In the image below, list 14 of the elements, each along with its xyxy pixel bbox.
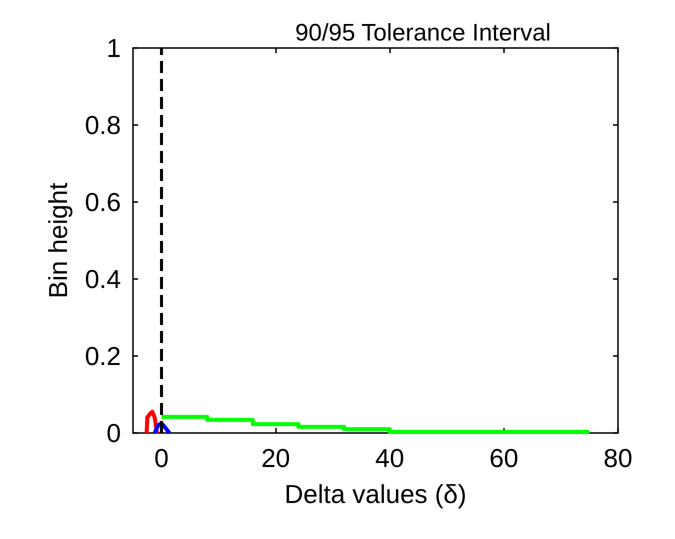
chart-title: 90/95 Tolerance Interval bbox=[295, 20, 551, 46]
x-tick-label: 20 bbox=[261, 443, 290, 473]
y-axis-title: Bin height bbox=[43, 182, 73, 298]
y-tick-label: 0.2 bbox=[84, 341, 121, 371]
x-axis-title: Delta values (δ) bbox=[284, 479, 467, 509]
y-tick-label: 0.4 bbox=[84, 264, 121, 294]
x-tick-label: 80 bbox=[604, 443, 632, 473]
y-tick-label: 0 bbox=[106, 418, 121, 448]
y-tick-label: 0.6 bbox=[84, 187, 121, 217]
y-tick-label: 1 bbox=[106, 33, 121, 63]
x-tick-label: 60 bbox=[489, 443, 518, 473]
x-tick-label: 0 bbox=[154, 443, 169, 473]
x-tick-label: 40 bbox=[375, 443, 404, 473]
y-tick-label: 0.8 bbox=[84, 110, 121, 140]
